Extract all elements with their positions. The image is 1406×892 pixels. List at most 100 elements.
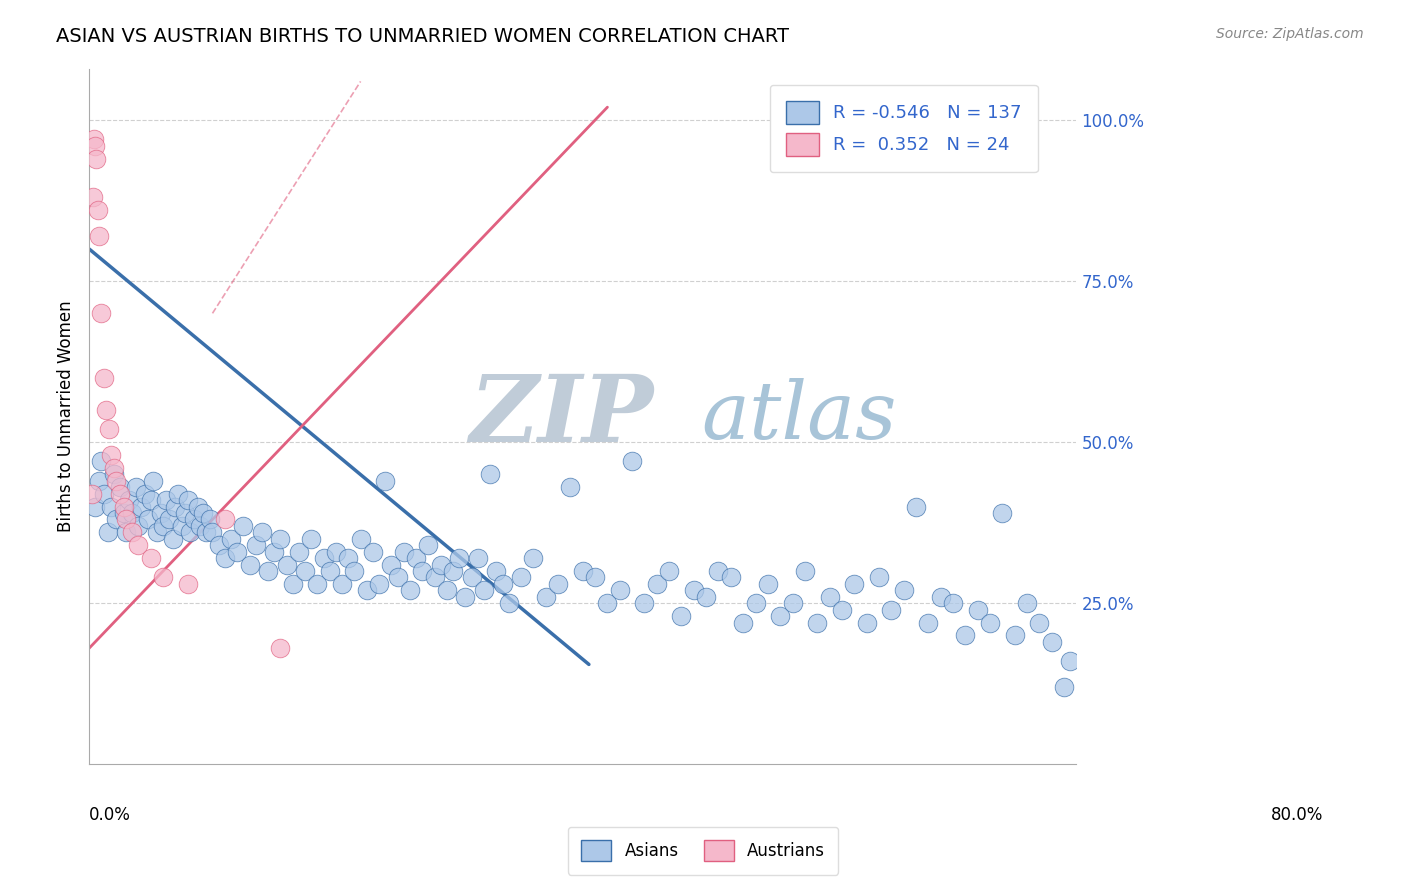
Point: [179, 525, 201, 540]
Point: [1028, 615, 1050, 630]
Point: [276, 558, 298, 572]
Point: [214, 512, 236, 526]
Point: [125, 480, 148, 494]
Point: [97, 422, 120, 436]
Point: [380, 558, 402, 572]
Text: 0.0%: 0.0%: [89, 806, 131, 824]
Point: [904, 500, 927, 514]
Point: [86, 152, 108, 166]
Point: [108, 480, 131, 494]
Point: [86, 203, 108, 218]
Point: [374, 474, 396, 488]
Point: [127, 519, 149, 533]
Point: [645, 577, 668, 591]
Point: [93, 486, 115, 500]
Point: [146, 525, 169, 540]
Point: [129, 500, 152, 514]
Point: [87, 474, 110, 488]
Point: [105, 474, 128, 488]
Point: [152, 519, 174, 533]
Point: [831, 602, 853, 616]
Point: [460, 570, 482, 584]
Point: [281, 577, 304, 591]
Point: [955, 628, 977, 642]
Point: [115, 525, 138, 540]
Legend: R = -0.546   N = 137, R =  0.352   N = 24: R = -0.546 N = 137, R = 0.352 N = 24: [770, 85, 1038, 172]
Point: [105, 512, 128, 526]
Point: [782, 596, 804, 610]
Point: [177, 493, 200, 508]
Y-axis label: Births to Unmarried Women: Births to Unmarried Women: [58, 301, 75, 533]
Point: [498, 596, 520, 610]
Point: [100, 448, 122, 462]
Point: [245, 538, 267, 552]
Point: [257, 564, 280, 578]
Point: [269, 641, 291, 656]
Point: [769, 609, 792, 624]
Point: [1004, 628, 1026, 642]
Point: [121, 506, 143, 520]
Point: [238, 558, 260, 572]
Point: [183, 512, 205, 526]
Point: [756, 577, 779, 591]
Point: [219, 532, 242, 546]
Legend: Asians, Austrians: Asians, Austrians: [568, 827, 838, 875]
Point: [485, 564, 508, 578]
Point: [361, 544, 384, 558]
Point: [418, 538, 440, 552]
Point: [195, 525, 218, 540]
Point: [966, 602, 988, 616]
Point: [263, 544, 285, 558]
Point: [707, 564, 730, 578]
Point: [187, 500, 209, 514]
Point: [467, 551, 489, 566]
Point: [170, 519, 193, 533]
Point: [201, 525, 224, 540]
Point: [880, 602, 903, 616]
Point: [621, 454, 644, 468]
Point: [609, 583, 631, 598]
Point: [100, 500, 122, 514]
Point: [250, 525, 273, 540]
Point: [112, 506, 135, 520]
Point: [633, 596, 655, 610]
Point: [682, 583, 704, 598]
Point: [87, 229, 110, 244]
Point: [423, 570, 446, 584]
Point: [430, 558, 453, 572]
Point: [80, 486, 103, 500]
Point: [93, 370, 115, 384]
Point: [744, 596, 766, 610]
Point: [449, 551, 471, 566]
Point: [82, 190, 104, 204]
Point: [84, 500, 107, 514]
Point: [733, 615, 755, 630]
Point: [793, 564, 815, 578]
Point: [232, 519, 254, 533]
Point: [115, 512, 138, 526]
Point: [165, 500, 187, 514]
Point: [491, 577, 513, 591]
Point: [307, 577, 329, 591]
Point: [472, 583, 495, 598]
Point: [942, 596, 965, 610]
Point: [387, 570, 409, 584]
Point: [288, 544, 311, 558]
Point: [214, 551, 236, 566]
Point: [855, 615, 877, 630]
Point: [155, 493, 177, 508]
Point: [571, 564, 593, 578]
Point: [818, 590, 841, 604]
Point: [368, 577, 391, 591]
Point: [167, 486, 190, 500]
Point: [139, 551, 162, 566]
Point: [1015, 596, 1038, 610]
Point: [162, 532, 184, 546]
Point: [103, 461, 125, 475]
Point: [929, 590, 952, 604]
Point: [149, 506, 172, 520]
Point: [121, 525, 143, 540]
Point: [330, 577, 353, 591]
Point: [152, 570, 174, 584]
Point: [596, 596, 619, 610]
